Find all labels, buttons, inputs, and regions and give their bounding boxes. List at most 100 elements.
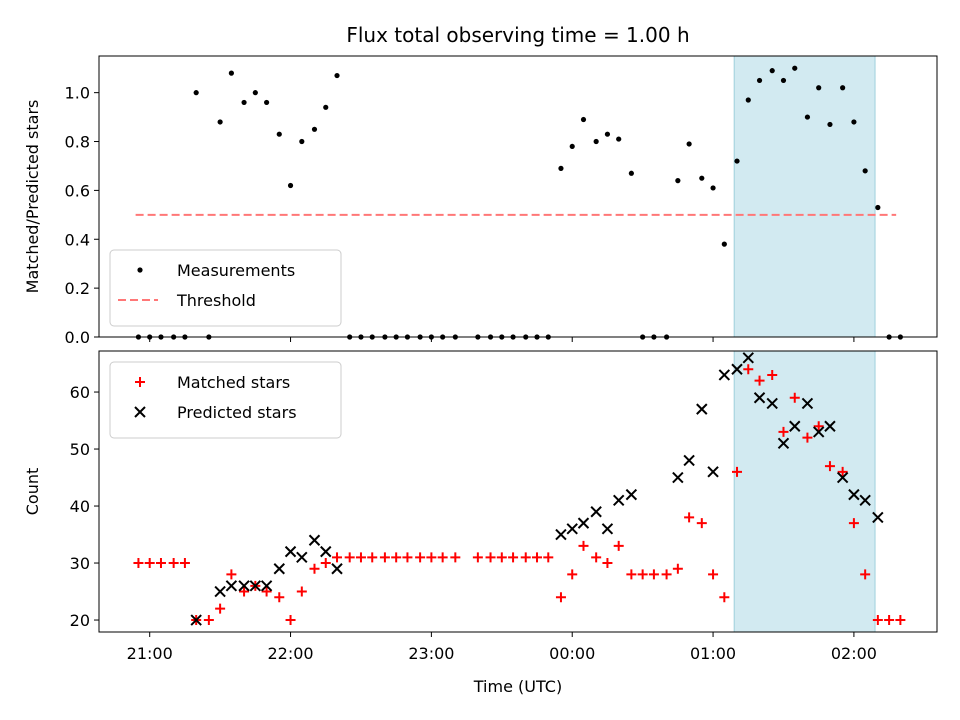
data-point bbox=[734, 158, 740, 164]
data-point bbox=[824, 461, 835, 472]
data-point bbox=[837, 466, 848, 477]
data-point bbox=[367, 552, 378, 563]
data-point bbox=[848, 488, 860, 501]
data-point bbox=[215, 603, 226, 614]
data-point bbox=[144, 558, 155, 569]
data-point bbox=[379, 552, 390, 563]
data-point bbox=[719, 592, 730, 603]
data-point bbox=[628, 170, 634, 176]
data-point bbox=[590, 506, 602, 518]
legend-box bbox=[109, 249, 342, 327]
data-point bbox=[840, 85, 846, 91]
count-panel: 20 30 40 50 60 21:00 22:00 23:00 00:00 01:00 02:00… bbox=[23, 350, 938, 663]
y-tick-label: 0.8 bbox=[65, 133, 90, 152]
data-point bbox=[745, 97, 751, 103]
data-point bbox=[637, 569, 648, 580]
data-point bbox=[756, 77, 763, 84]
data-point bbox=[472, 552, 483, 563]
data-point bbox=[613, 540, 624, 551]
data-point bbox=[684, 512, 695, 523]
y-tick-label: 0.0 bbox=[65, 328, 90, 347]
data-point bbox=[710, 185, 716, 191]
data-point bbox=[391, 552, 402, 563]
data-point bbox=[264, 99, 270, 106]
data-point bbox=[708, 569, 719, 580]
data-point bbox=[851, 119, 857, 125]
data-point bbox=[577, 517, 590, 529]
series-predicted-stars bbox=[190, 352, 884, 626]
data-point bbox=[168, 558, 179, 569]
data-point bbox=[578, 540, 589, 551]
data-point bbox=[344, 552, 355, 563]
data-point bbox=[686, 141, 692, 147]
y-tick-label: 60 bbox=[70, 383, 90, 402]
data-point bbox=[648, 569, 659, 580]
data-point bbox=[308, 534, 321, 546]
data-point bbox=[778, 426, 789, 437]
data-point bbox=[225, 580, 238, 592]
data-point bbox=[731, 363, 743, 375]
y-tick-label: 0.6 bbox=[65, 181, 90, 200]
data-point bbox=[626, 569, 637, 580]
plot-frame bbox=[98, 350, 938, 633]
legend: Matched stars Predicted stars bbox=[109, 361, 342, 439]
data-point bbox=[792, 65, 798, 71]
data-point bbox=[415, 552, 426, 563]
data-point bbox=[616, 136, 622, 142]
y-tick-label: 40 bbox=[70, 497, 90, 516]
legend-marker bbox=[134, 406, 146, 418]
data-point bbox=[789, 420, 801, 432]
data-point bbox=[273, 563, 285, 575]
data-point bbox=[780, 77, 787, 84]
data-point bbox=[766, 397, 778, 410]
y-tick-label: 30 bbox=[70, 554, 90, 573]
legend-label: Matched stars bbox=[177, 373, 290, 392]
data-point bbox=[777, 437, 790, 450]
y-tick-label: 0.2 bbox=[65, 279, 90, 298]
data-point bbox=[754, 375, 765, 386]
data-point bbox=[604, 131, 611, 137]
data-point bbox=[217, 119, 223, 125]
legend-box bbox=[109, 361, 342, 439]
data-point bbox=[732, 466, 743, 477]
data-point bbox=[580, 116, 587, 123]
data-point bbox=[296, 586, 307, 597]
data-point bbox=[816, 85, 822, 91]
data-point bbox=[450, 552, 461, 563]
legend-marker bbox=[137, 267, 143, 273]
data-point bbox=[875, 204, 881, 211]
x-tick-label: 01:00 bbox=[690, 644, 736, 663]
data-point bbox=[320, 558, 331, 569]
x-axis-title: Time (UTC) bbox=[473, 677, 562, 696]
data-point bbox=[872, 615, 883, 626]
data-point bbox=[802, 432, 813, 443]
data-point bbox=[228, 70, 234, 76]
data-point bbox=[226, 569, 237, 580]
legend-label: Predicted stars bbox=[177, 403, 297, 422]
data-point bbox=[260, 580, 273, 592]
data-point bbox=[672, 563, 683, 574]
y-axis-title: Matched/Predicted stars bbox=[23, 100, 42, 294]
data-point bbox=[332, 552, 343, 563]
data-point bbox=[296, 551, 308, 564]
data-point bbox=[721, 241, 727, 247]
data-point bbox=[241, 99, 247, 106]
data-point bbox=[696, 518, 707, 529]
data-point bbox=[566, 523, 578, 535]
data-point bbox=[769, 68, 775, 74]
data-point bbox=[862, 168, 868, 174]
data-point bbox=[252, 90, 258, 96]
data-point bbox=[555, 528, 567, 541]
y-tick-label: 20 bbox=[70, 611, 90, 630]
data-point bbox=[707, 466, 719, 478]
y-tick-label: 1.0 bbox=[65, 84, 90, 103]
data-point bbox=[426, 552, 437, 563]
data-point bbox=[804, 114, 811, 120]
data-point bbox=[284, 545, 297, 558]
data-point bbox=[827, 121, 833, 128]
x-tick-label: 23:00 bbox=[408, 644, 454, 663]
plot-frame bbox=[98, 55, 938, 338]
data-point bbox=[276, 131, 282, 137]
data-point bbox=[625, 488, 638, 501]
